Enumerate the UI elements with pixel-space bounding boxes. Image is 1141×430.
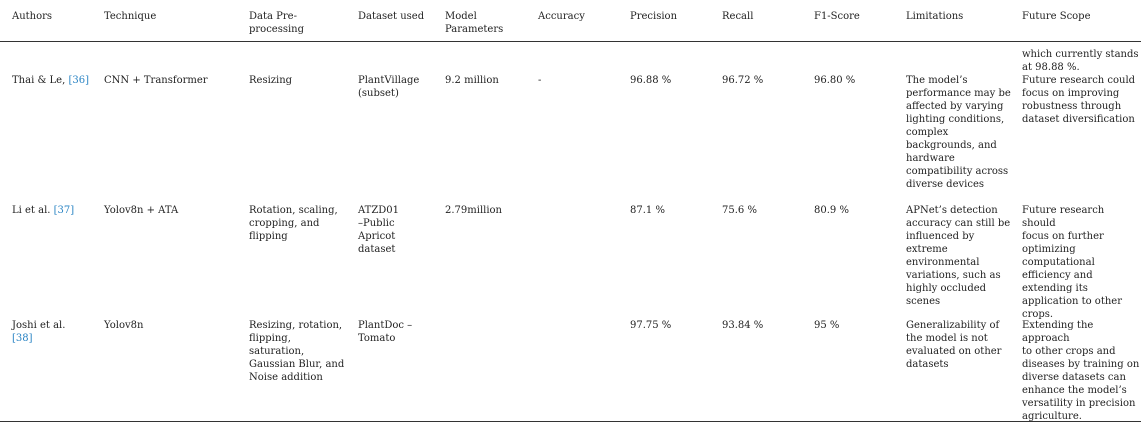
limitations-cell: APNet’s detection accuracy can still be … — [906, 205, 1011, 307]
header-parameters: Model Parameters — [445, 11, 504, 35]
header-authors: Authors — [12, 11, 53, 22]
table-bottom-rule — [0, 421, 1141, 422]
header-future-scope: Future Scope — [1022, 11, 1091, 22]
precision-cell: 97.75 % — [630, 320, 672, 331]
author-name: Thai & Le, — [12, 75, 69, 86]
recall-cell: 93.84 % — [722, 320, 764, 331]
author-name: Li et al. — [12, 205, 54, 216]
author-cell: Li et al. [37] — [12, 204, 74, 217]
header-f1-score: F1-Score — [814, 11, 860, 22]
table-top-rule — [0, 41, 1141, 42]
f1-score-cell: 96.80 % — [814, 75, 856, 86]
precision-cell: 96.88 % — [630, 75, 672, 86]
future-scope-cell: Future research should focus on further … — [1022, 205, 1122, 320]
preprocessing-cell: Resizing, rotation, flipping, saturation… — [249, 320, 345, 383]
recall-cell: 96.72 % — [722, 75, 764, 86]
recall-cell: 75.6 % — [722, 205, 757, 216]
parameters-cell: 9.2 million — [445, 75, 499, 86]
future-scope-cell: Future research could focus on improving… — [1022, 75, 1136, 125]
header-limitations: Limitations — [906, 11, 964, 22]
dataset-cell: PlantVillage (subset) — [358, 75, 420, 99]
header-precision: Precision — [630, 11, 678, 22]
accuracy-cell: - — [538, 75, 542, 86]
citation-link[interactable]: [37] — [53, 205, 75, 216]
limitations-cell: Generalizability of the model is not eva… — [906, 320, 1002, 370]
future-scope-continuation: which currently stands at 98.88 %. — [1022, 49, 1139, 73]
citation-link[interactable]: [38] — [12, 333, 33, 344]
parameters-cell: 2.79million — [445, 205, 503, 216]
author-cell: Thai & Le, [36] — [12, 74, 89, 87]
dataset-cell: ATZD01 –Public Apricot dataset — [358, 205, 400, 255]
preprocessing-cell: Resizing — [249, 75, 293, 86]
header-dataset: Dataset used — [358, 11, 425, 22]
precision-cell: 87.1 % — [630, 205, 665, 216]
header-recall: Recall — [722, 11, 754, 22]
preprocessing-cell: Rotation, scaling, cropping, and flippin… — [249, 205, 338, 242]
limitations-cell: The model’s performance may be affected … — [906, 75, 1011, 190]
f1-score-cell: 95 % — [814, 320, 840, 331]
header-technique: Technique — [104, 11, 157, 22]
author-name: Joshi et al. — [12, 320, 66, 331]
technique-cell: Yolov8n + ATA — [104, 205, 179, 216]
header-preprocessing: Data Pre- processing — [249, 11, 305, 35]
technique-cell: Yolov8n — [104, 320, 144, 331]
header-accuracy: Accuracy — [538, 11, 585, 22]
citation-link[interactable]: [36] — [68, 75, 89, 86]
dataset-cell: PlantDoc – Tomato — [358, 320, 413, 344]
author-cell: Joshi et al. [38] — [12, 319, 65, 345]
f1-score-cell: 80.9 % — [814, 205, 849, 216]
technique-cell: CNN + Transformer — [104, 75, 208, 86]
future-scope-cell: Extending the approach to other crops an… — [1022, 320, 1140, 422]
